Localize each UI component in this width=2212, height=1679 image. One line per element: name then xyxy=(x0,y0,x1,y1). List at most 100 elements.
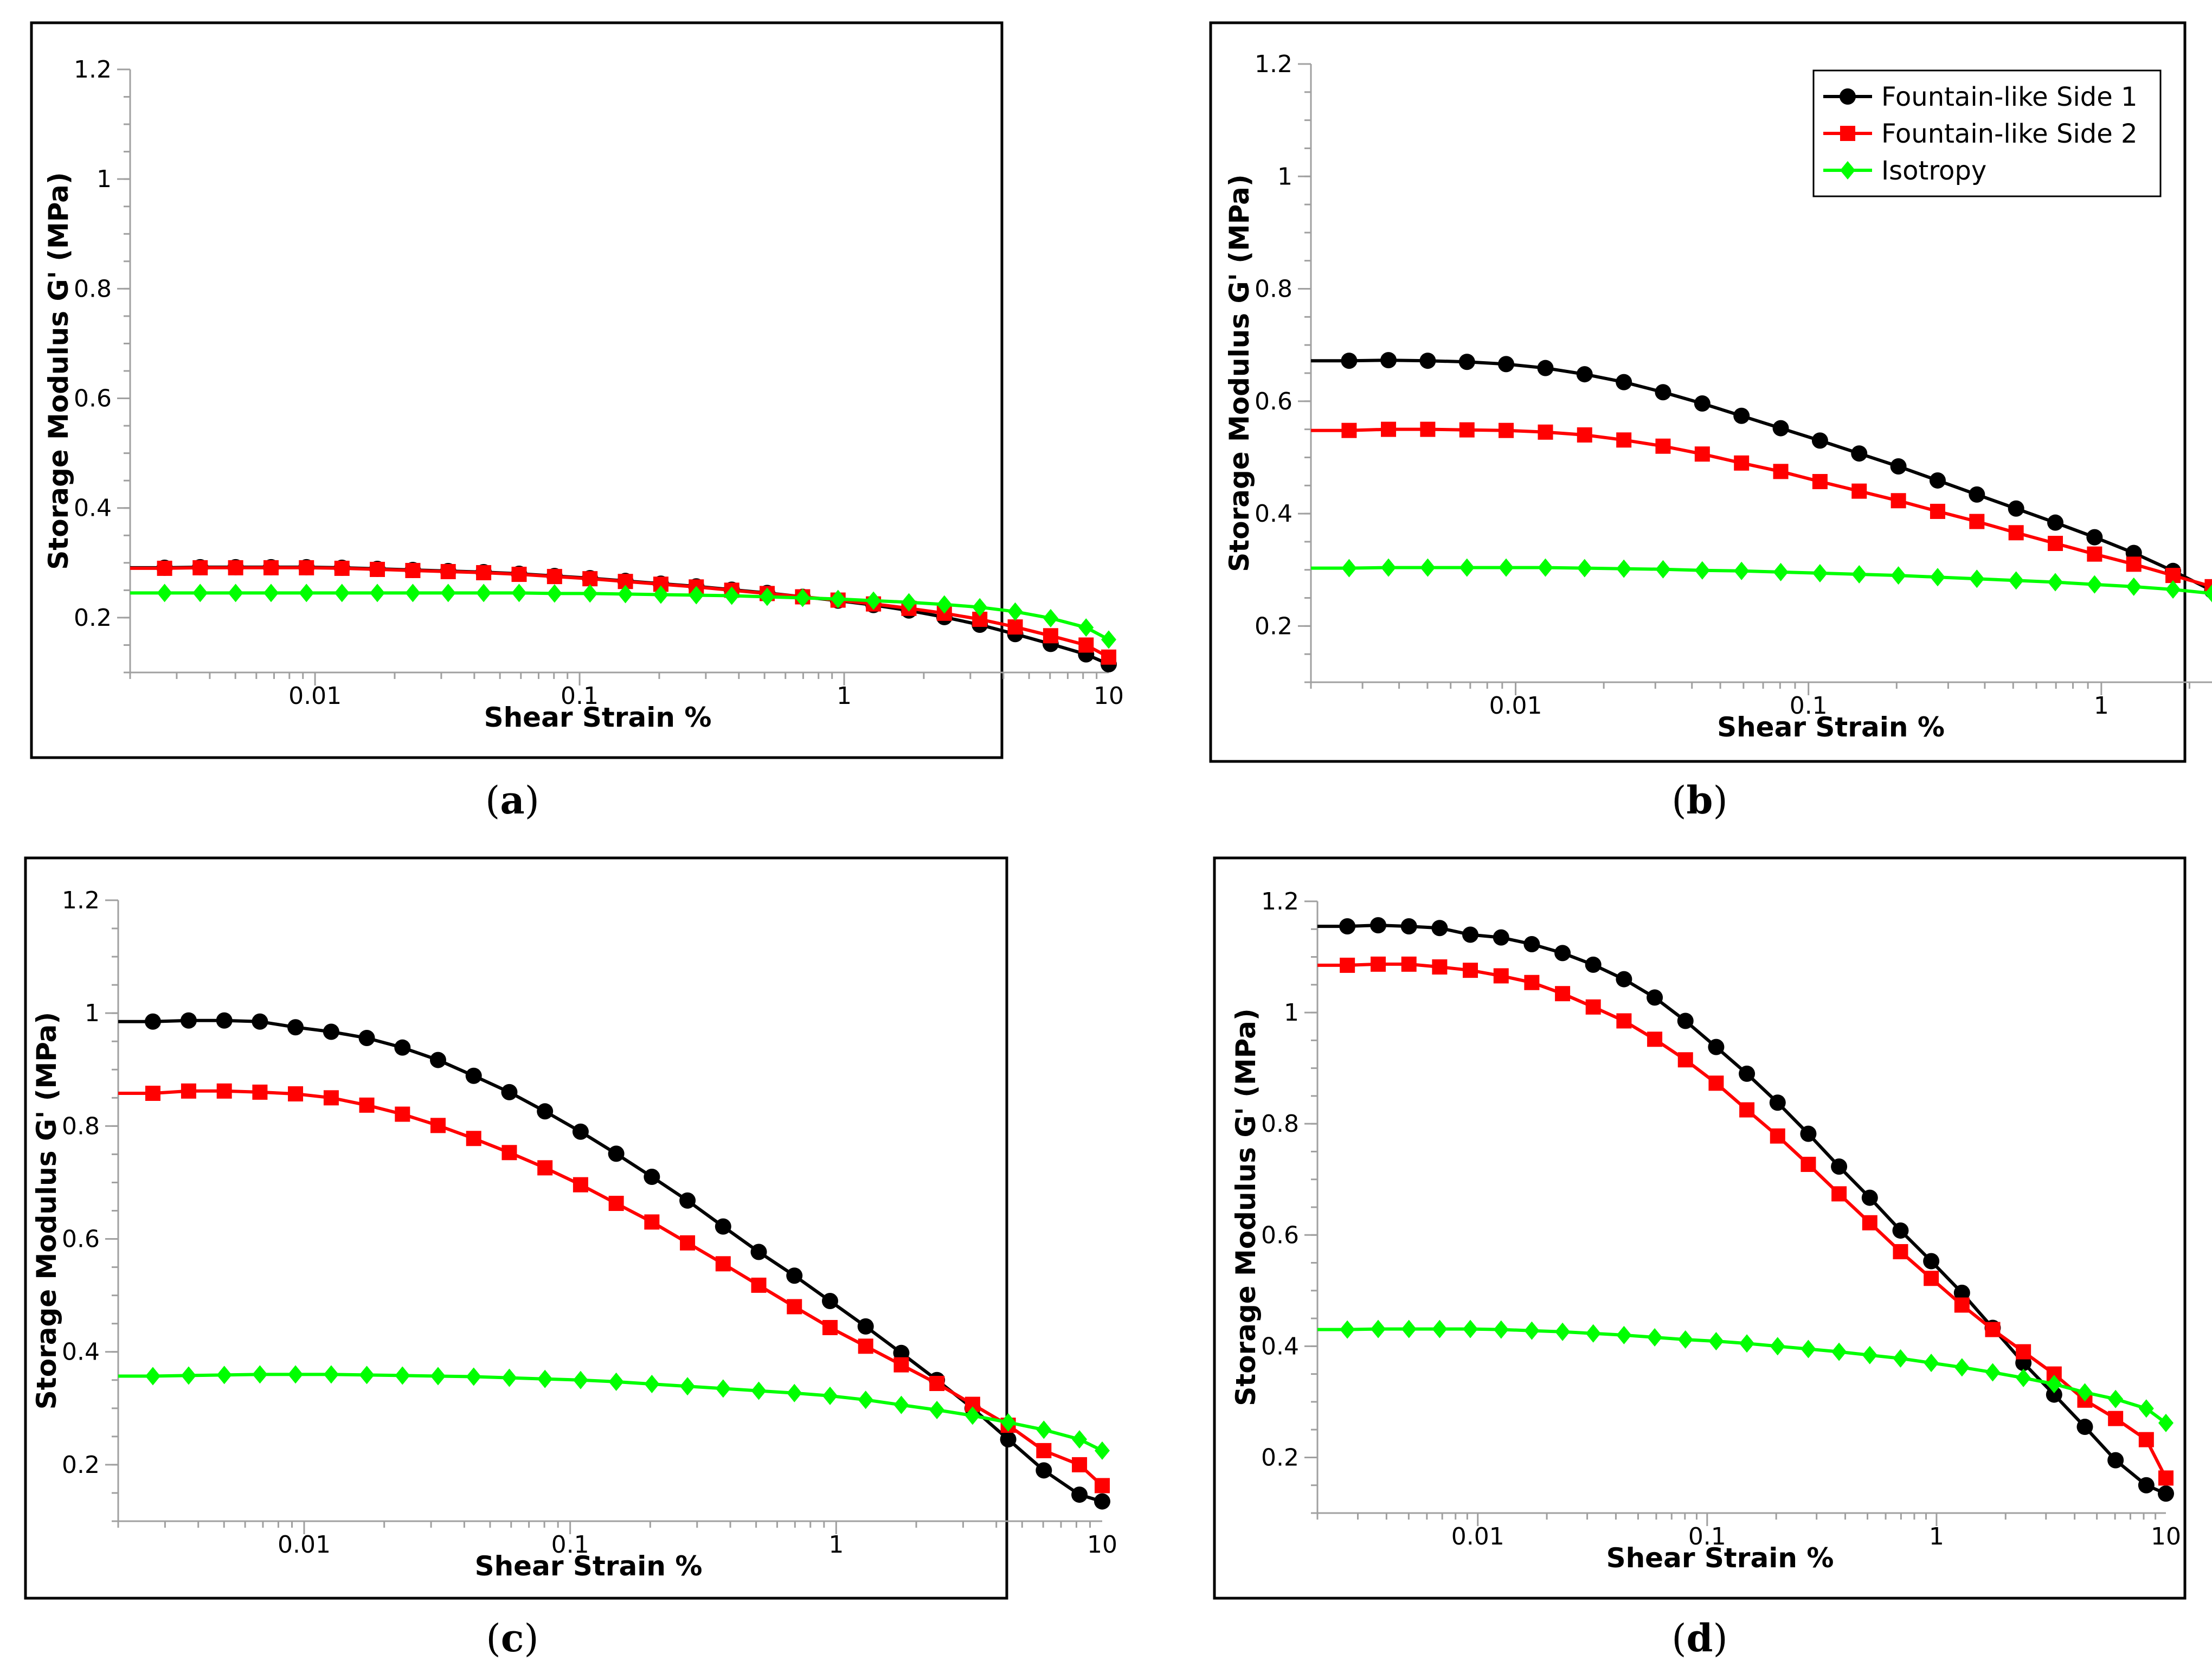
data-point-diamond xyxy=(2048,573,2063,592)
data-point-square xyxy=(1381,421,1397,437)
legend-marker-diamond xyxy=(1840,161,1855,180)
data-point-circle xyxy=(821,1293,838,1310)
data-point-circle xyxy=(1890,458,1907,475)
data-point-circle xyxy=(465,1067,482,1084)
data-point-diamond xyxy=(1985,1363,2001,1382)
data-point-diamond xyxy=(2126,577,2142,596)
data-point-square xyxy=(192,560,208,575)
data-point-square xyxy=(1969,514,1985,529)
data-point-square xyxy=(1095,1478,1110,1494)
data-point-square xyxy=(2048,536,2063,552)
panel-frame xyxy=(24,856,1008,1600)
y-tick-label: 1.2 xyxy=(74,56,112,84)
series-fountain-like-side-1 xyxy=(1317,917,2174,1502)
data-point-square xyxy=(1101,649,1116,665)
data-point-square xyxy=(929,1376,945,1392)
data-point-circle xyxy=(679,1192,696,1209)
data-point-square xyxy=(181,1083,196,1099)
x-tick-label: 10 xyxy=(1094,682,1124,710)
data-point-circle xyxy=(1861,1189,1878,1206)
data-point-circle xyxy=(1677,1012,1694,1029)
data-point-square xyxy=(2016,1344,2031,1360)
data-point-circle xyxy=(1655,384,1671,401)
data-point-square xyxy=(1072,1457,1088,1472)
data-point-diamond xyxy=(1616,559,1632,578)
data-point-square xyxy=(252,1084,268,1100)
data-point-square xyxy=(715,1256,731,1272)
data-point-diamond xyxy=(323,1365,339,1384)
y-tick-label: 1.2 xyxy=(1261,888,1299,915)
data-point-diamond xyxy=(1739,1334,1755,1353)
data-point-square xyxy=(1420,421,1436,437)
data-point-square xyxy=(1770,1128,1785,1144)
data-point-square xyxy=(1801,1157,1816,1172)
data-point-diamond xyxy=(1891,566,1906,585)
data-point-diamond xyxy=(370,584,385,603)
data-point-circle xyxy=(1929,472,1946,489)
data-point-circle xyxy=(1339,918,1356,935)
data-point-diamond xyxy=(964,1406,980,1425)
data-point-circle xyxy=(1370,917,1387,934)
data-point-diamond xyxy=(252,1365,268,1384)
data-point-diamond xyxy=(511,584,527,603)
data-point-diamond xyxy=(145,1367,160,1386)
data-point-diamond xyxy=(537,1369,553,1388)
data-point-circle xyxy=(1576,366,1593,383)
data-point-square xyxy=(1773,464,1789,479)
data-point-diamond xyxy=(228,584,243,603)
data-point-circle xyxy=(2086,529,2103,546)
data-point-diamond xyxy=(2108,1389,2124,1408)
data-point-diamond xyxy=(157,584,172,603)
data-point-diamond xyxy=(1101,630,1116,649)
x-tick-label: 0.01 xyxy=(1489,692,1542,720)
data-point-circle xyxy=(857,1318,874,1335)
data-point-diamond xyxy=(2158,1413,2174,1432)
data-point-circle xyxy=(786,1267,803,1284)
data-point-square xyxy=(1831,1186,1847,1202)
data-point-circle xyxy=(2138,1477,2155,1494)
data-point-diamond xyxy=(1812,563,1828,582)
data-point-square xyxy=(1524,975,1540,990)
data-point-diamond xyxy=(1000,1413,1016,1432)
data-point-square xyxy=(1577,427,1592,443)
data-point-circle xyxy=(1953,1284,1970,1301)
legend-marker-circle xyxy=(1840,88,1856,105)
data-point-diamond xyxy=(715,1379,731,1398)
data-point-diamond xyxy=(2138,1399,2154,1418)
data-point-diamond xyxy=(1371,1319,1386,1338)
data-point-circle xyxy=(252,1013,268,1030)
data-point-diamond xyxy=(830,589,846,608)
data-point-diamond xyxy=(405,584,421,603)
y-tick-label: 0.8 xyxy=(62,1112,100,1140)
x-tick-label: 10 xyxy=(1087,1531,1117,1559)
data-point-circle xyxy=(1923,1253,1940,1270)
y-tick-label: 1 xyxy=(85,999,100,1027)
data-point-circle xyxy=(2076,1419,2093,1436)
data-point-square xyxy=(822,1319,838,1335)
data-point-diamond xyxy=(901,593,917,612)
data-point-diamond xyxy=(1043,608,1058,627)
data-point-circle xyxy=(1739,1065,1756,1082)
data-point-diamond xyxy=(1647,1328,1663,1347)
data-point-square xyxy=(511,567,527,582)
data-point-diamond xyxy=(858,1390,873,1409)
y-tick-label: 0.6 xyxy=(1255,388,1293,415)
panel-caption: (b) xyxy=(1671,778,1728,823)
data-point-diamond xyxy=(1432,1319,1448,1338)
data-point-diamond xyxy=(680,1377,696,1396)
data-point-circle xyxy=(1892,1222,1909,1239)
chart-panel-a: 0.2 0.4 0.6 0.8 1 1.2 0.01 0.1 1 10 Shear Strain %… xyxy=(30,21,1124,823)
data-point-square xyxy=(644,1214,660,1230)
data-point-diamond xyxy=(288,1365,304,1384)
y-tick-label: 0.8 xyxy=(1255,275,1293,303)
data-point-square xyxy=(216,1083,232,1099)
data-point-diamond xyxy=(795,588,811,607)
x-axis-title: Shear Strain % xyxy=(1717,712,1945,743)
x-tick-label: 0.1 xyxy=(561,682,599,710)
data-point-diamond xyxy=(299,584,314,603)
data-point-circle xyxy=(1094,1493,1110,1510)
legend-label: Fountain-like Side 2 xyxy=(1881,119,2138,149)
data-point-square xyxy=(323,1090,339,1106)
y-tick-label: 1.2 xyxy=(62,887,100,914)
